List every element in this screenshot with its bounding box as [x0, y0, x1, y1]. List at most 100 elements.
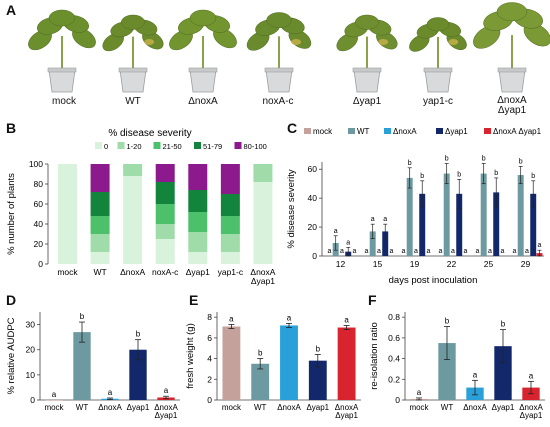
stacked-bar-mock-0 — [58, 164, 77, 264]
bar-25-WT — [480, 173, 487, 256]
plant-label-noxa: ΔnoxA — [188, 96, 218, 107]
significance-letter: a — [488, 248, 492, 255]
stacked-bar-ΔnoxA-1-20 — [123, 164, 143, 176]
plant-4 — [336, 14, 398, 93]
chart-d-audpc: 0 10 20 30 % relative AUDPC a mock b WT a ΔnoxA b Δy… — [6, 312, 180, 420]
plant-leaf — [121, 14, 145, 30]
ylabel: re-isolation ratio — [369, 322, 380, 390]
stacked-bar-WT-80-100 — [90, 164, 110, 192]
bar-WT — [438, 343, 456, 400]
x-tick-label: 29 — [521, 259, 531, 269]
y-tick-label: 40 — [308, 193, 318, 203]
bar-mock — [45, 400, 63, 401]
x-tick-label: WT — [254, 403, 267, 412]
plant-label-wt: WT — [125, 96, 141, 107]
legend-label-Δyap1: Δyap1 — [445, 127, 468, 136]
pot-rim — [264, 67, 294, 73]
significance-letter: a — [529, 371, 534, 380]
plant-1 — [102, 14, 164, 93]
stacked-bar-yap1-c-1-20 — [220, 234, 240, 252]
x-tick-label: mock — [409, 403, 429, 412]
y-tick-label: 20 — [34, 239, 44, 249]
x-tick-label: ΔnoxA — [154, 403, 178, 412]
bar-22-WT — [443, 173, 450, 256]
legend-label-WT: WT — [357, 127, 370, 136]
legend-label-51-79: 51-79 — [203, 142, 222, 151]
y-tick-label: 100 — [29, 159, 43, 169]
significance-letter: b — [445, 155, 449, 162]
significance-letter: b — [457, 171, 461, 178]
y-tick-label: 10 — [26, 370, 36, 380]
significance-letter: a — [287, 313, 292, 322]
legend-label-ΔnoxA: ΔnoxA — [393, 127, 417, 136]
chart-c-ylabel: % disease severity — [286, 169, 297, 248]
significance-letter: a — [346, 239, 350, 246]
wilted-leaf-spot — [378, 39, 389, 45]
y-tick-label: 8 — [207, 312, 212, 322]
significance-letter: a — [52, 390, 57, 399]
significance-letter: a — [525, 248, 529, 255]
significance-letter: a — [377, 248, 381, 255]
bar-WT — [251, 363, 270, 400]
plant-0 — [28, 9, 96, 93]
x-tick-label: ΔnoxA — [463, 403, 487, 412]
significance-letter: b — [420, 173, 424, 180]
plant-pot — [265, 69, 293, 93]
stacked-bar-WT-0 — [90, 252, 110, 264]
wilted-leaf-spot — [291, 39, 302, 45]
y-tick-label: 0.6 — [388, 333, 400, 343]
plant-leaf — [48, 9, 76, 27]
x-tick-label: Δyap1 — [335, 411, 358, 420]
bar-15-Δyap1 — [382, 231, 389, 256]
wilted-leaf-spot — [448, 39, 459, 45]
plant-leaf — [496, 2, 528, 22]
legend-swatch-80-100 — [234, 142, 242, 149]
panel-letter-e: E — [189, 292, 199, 308]
stacked-bar-ΔnoxA Δyap1-1-20 — [253, 164, 273, 182]
significance-letter: a — [417, 388, 422, 397]
legend-label-80-100: 80-100 — [244, 142, 267, 151]
significance-letter: a — [390, 248, 394, 255]
y-tick-label: 60 — [34, 199, 44, 209]
stacked-bar-WT-1-20 — [90, 234, 110, 252]
significance-letter: b — [445, 316, 450, 325]
bar-Δyap1 — [494, 346, 512, 400]
y-tick-label: 60 — [308, 164, 318, 174]
significance-letter: b — [316, 344, 321, 353]
plant-pot — [424, 69, 452, 93]
stacked-bar-Δyap1-51-79 — [188, 190, 208, 212]
y-tick-label: 40 — [34, 219, 44, 229]
x-tick-label: Δyap1 — [155, 411, 178, 420]
y-tick-label: 2 — [207, 374, 212, 384]
stacked-bar-noxA-c-0 — [155, 239, 175, 264]
x-tick-label: ΔnoxA — [519, 403, 543, 412]
significance-letter: a — [353, 248, 357, 255]
y-tick-label: 0.4 — [388, 354, 400, 364]
x-tick-label: yap1-c — [218, 267, 244, 277]
wilted-leaf-spot — [144, 39, 155, 45]
x-tick-label: 15 — [373, 259, 383, 269]
plant-label-mock: mock — [52, 96, 76, 107]
stacked-bar-noxA-c-80-100 — [155, 164, 175, 182]
significance-letter: a — [538, 242, 542, 249]
panel-letter-b: B — [6, 120, 17, 136]
y-tick-label: 0 — [312, 251, 317, 261]
y-tick-label: 20 — [308, 222, 318, 232]
stacked-bar-yap1-c-21-50 — [220, 216, 240, 234]
significance-letter: a — [340, 248, 344, 255]
pot-rim — [118, 67, 148, 73]
significance-letter: a — [473, 370, 478, 379]
stacked-bar-noxA-c-51-79 — [155, 182, 175, 204]
legend-swatch-21-50 — [153, 142, 161, 149]
stacked-bar-yap1-c-0 — [220, 252, 240, 264]
legend-label-21-50: 21-50 — [163, 142, 182, 151]
x-tick-label: WT — [441, 403, 454, 412]
significance-letter: b — [408, 160, 412, 167]
panel-letter-d: D — [6, 292, 17, 308]
plant-label-yap1: Δyap1 — [352, 96, 382, 107]
x-tick-label: Δyap1 — [186, 267, 210, 277]
significance-letter: a — [371, 216, 375, 223]
x-tick-label: Δyap1 — [520, 411, 543, 420]
legend-swatch-Δyap1 — [436, 128, 443, 134]
